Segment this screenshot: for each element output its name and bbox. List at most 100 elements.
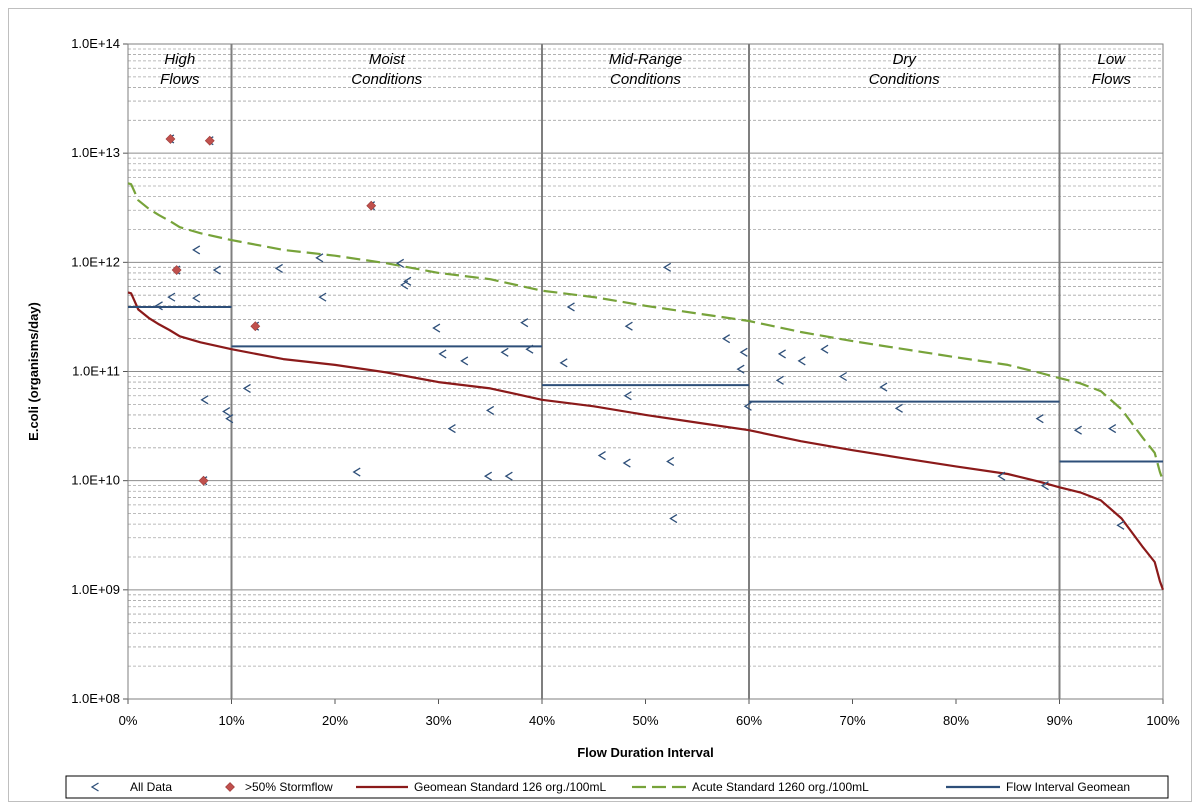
data-point	[777, 349, 786, 359]
data-point	[1040, 481, 1049, 491]
stormflow-point	[250, 321, 261, 332]
y-axis-title: E.coli (organisms/day)	[26, 302, 41, 441]
stormflow-point	[165, 134, 176, 144]
y-tick-label: 1.0E+11	[72, 364, 120, 379]
data-point	[820, 344, 829, 354]
stormflow-point	[366, 200, 377, 211]
data-point	[447, 424, 456, 434]
data-point	[200, 395, 209, 405]
data-point	[274, 263, 283, 273]
data-point	[1035, 414, 1044, 424]
data-point	[1073, 425, 1082, 435]
legend-item: >50% Stormflow	[225, 780, 333, 794]
x-tick-label: 10%	[218, 713, 244, 728]
data-point	[222, 406, 231, 417]
zone-label: Mid-Range Conditions	[609, 51, 682, 88]
data-point	[438, 349, 447, 359]
data-point	[775, 375, 784, 385]
zone-label: Moist Conditions	[351, 51, 422, 88]
stormflow-point	[204, 135, 215, 146]
data-point	[192, 293, 201, 303]
x-tick-label: 60%	[736, 713, 762, 728]
y-tick-label: 1.0E+10	[71, 473, 120, 488]
legend-chevron-icon	[90, 782, 99, 792]
data-point	[622, 458, 631, 468]
data-point	[743, 401, 752, 411]
data-point	[460, 356, 469, 366]
data-point	[894, 403, 903, 413]
data-point	[525, 344, 534, 354]
x-tick-label: 80%	[943, 713, 969, 728]
data-point	[721, 334, 731, 344]
data-point	[997, 471, 1006, 481]
data-point	[666, 456, 675, 466]
legend-label: >50% Stormflow	[245, 780, 333, 794]
y-tick-label: 1.0E+13	[71, 145, 120, 160]
data-point	[662, 262, 672, 272]
data-point	[1108, 424, 1117, 434]
data-point	[483, 471, 493, 481]
x-tick-label: 90%	[1046, 713, 1072, 728]
legend-item: Acute Standard 1260 org./100mL	[632, 780, 869, 794]
data-point	[500, 347, 509, 357]
data-point	[225, 414, 234, 424]
y-tick-label: 1.0E+09	[71, 582, 120, 597]
stormflow-point	[171, 265, 182, 275]
x-tick-label: 50%	[632, 713, 658, 728]
y-tick-label: 1.0E+14	[71, 36, 120, 51]
data-point	[504, 471, 513, 481]
x-axis-title: Flow Duration Interval	[577, 745, 714, 760]
data-point	[566, 302, 575, 312]
legend-item: Flow Interval Geomean	[946, 780, 1130, 794]
legend-item: All Data	[90, 780, 172, 794]
data-point	[403, 276, 412, 286]
data-point	[797, 356, 806, 366]
data-point	[352, 467, 361, 477]
plot-border	[127, 43, 1164, 700]
data-point	[486, 405, 495, 415]
legend-label: All Data	[130, 780, 172, 794]
data-point	[315, 253, 324, 263]
data-point	[395, 258, 405, 268]
legend-label: Geomean Standard 126 org./100mL	[414, 780, 606, 794]
x-tick-label: 30%	[425, 713, 451, 728]
stormflow-point	[198, 475, 209, 486]
zone-label: Low Flows	[1092, 51, 1132, 88]
x-tick-label: 100%	[1146, 713, 1180, 728]
y-tick-label: 1.0E+08	[71, 691, 120, 706]
data-point	[559, 358, 568, 368]
legend-diamond-icon	[225, 782, 235, 792]
legend-box	[65, 775, 1169, 799]
data-point	[1116, 520, 1125, 530]
legend-item: Geomean Standard 126 org./100mL	[356, 780, 606, 794]
data-point	[212, 265, 221, 275]
x-tick-label: 20%	[322, 713, 348, 728]
geomean-standard-line	[127, 291, 1165, 591]
data-point	[520, 318, 529, 328]
data-point	[167, 292, 176, 302]
data-point	[624, 321, 633, 331]
data-point	[318, 292, 327, 302]
data-point	[623, 391, 632, 401]
y-tick-label: 1.0E+12	[71, 254, 120, 269]
x-tick-label: 40%	[529, 713, 555, 728]
legend-label: Acute Standard 1260 org./100mL	[692, 780, 869, 794]
x-tick-label: 70%	[839, 713, 865, 728]
zone-label: Dry Conditions	[869, 51, 940, 88]
data-point	[739, 347, 748, 357]
legend-label: Flow Interval Geomean	[1006, 780, 1130, 794]
data-point	[192, 245, 201, 255]
data-point	[432, 323, 441, 333]
data-point	[242, 383, 251, 393]
data-point	[838, 371, 848, 382]
zone-label: High Flows	[160, 51, 200, 88]
acute-standard-line	[127, 182, 1165, 482]
legend: All Data >50% Stormflow Geomean Standard 1…	[65, 775, 1169, 799]
data-point	[669, 513, 678, 524]
data-point	[736, 364, 745, 374]
data-point	[879, 382, 888, 392]
x-tick-label: 0%	[119, 713, 138, 728]
data-point	[154, 301, 163, 311]
data-point	[597, 450, 606, 461]
